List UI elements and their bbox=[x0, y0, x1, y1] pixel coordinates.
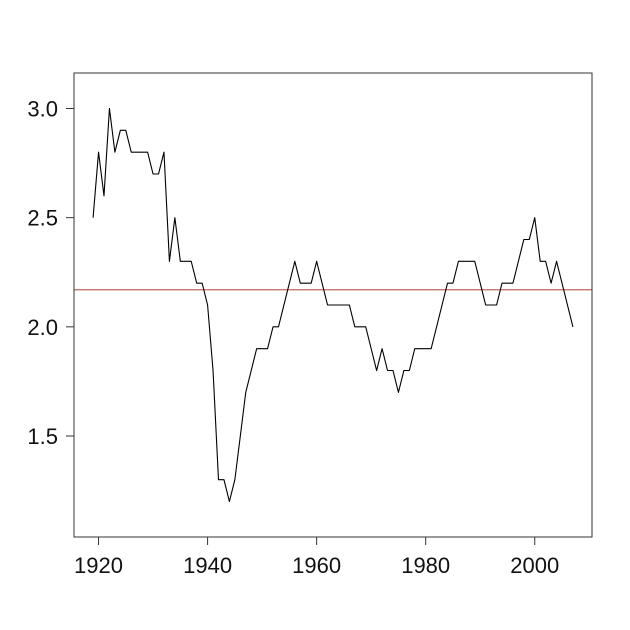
y-tick-label: 3.0 bbox=[27, 96, 58, 121]
series-group bbox=[92, 107, 574, 503]
y-tick-label: 2.5 bbox=[27, 206, 58, 231]
y-tick-label: 2.0 bbox=[27, 315, 58, 340]
y-axis: 1.5 2.0 2.5 3.0 bbox=[27, 96, 75, 449]
x-tick-label: 2000 bbox=[510, 553, 559, 578]
x-axis: 1920 1940 1960 1980 2000 bbox=[74, 536, 559, 578]
plot-frame bbox=[73, 72, 593, 538]
x-tick-label: 1920 bbox=[74, 553, 123, 578]
series-line bbox=[92, 107, 574, 503]
x-tick-label: 1960 bbox=[292, 553, 341, 578]
y-tick-label: 1.5 bbox=[27, 424, 58, 449]
x-tick-label: 1940 bbox=[183, 553, 232, 578]
x-tick-label: 1980 bbox=[401, 553, 450, 578]
